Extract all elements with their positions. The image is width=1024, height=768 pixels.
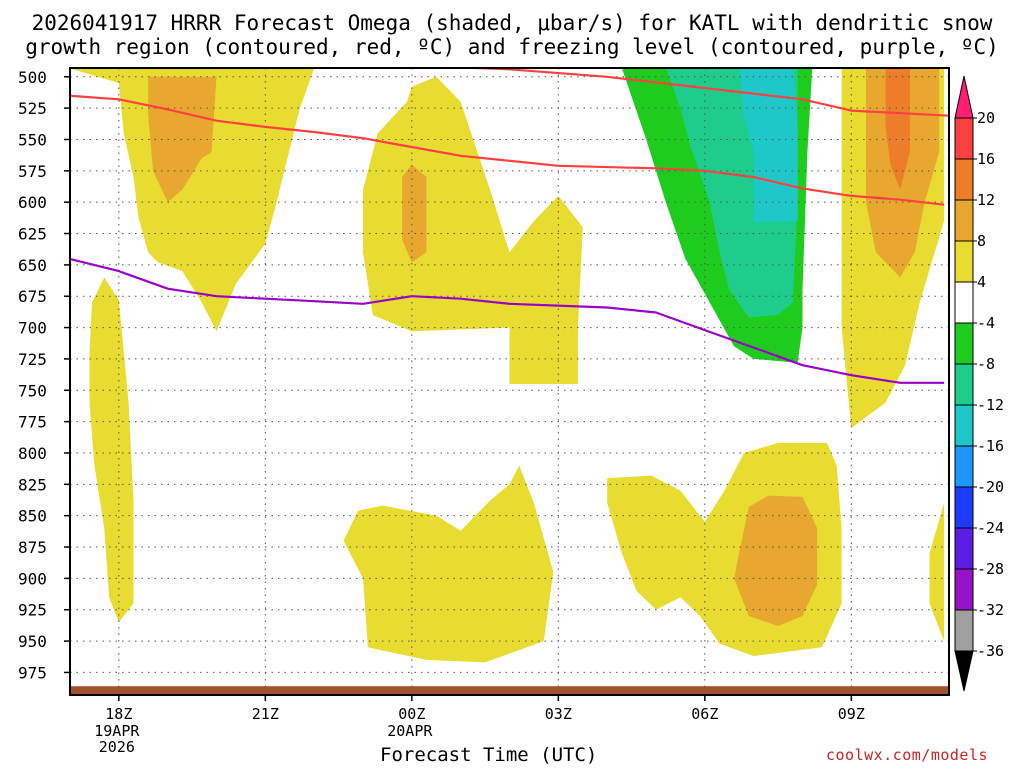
colorbar-label: 20 bbox=[977, 109, 995, 127]
y-tick-label: 675 bbox=[18, 287, 47, 306]
colorbar-label: 4 bbox=[977, 273, 986, 291]
colorbar-label: 16 bbox=[977, 150, 995, 168]
colorbar-bin bbox=[954, 486, 974, 529]
x-tick-label: 03Z bbox=[545, 705, 572, 723]
grid-lines bbox=[70, 68, 949, 695]
colorbar-bin bbox=[954, 240, 974, 283]
x-tick-label: 06Z bbox=[691, 705, 718, 723]
colorbar-label: -36 bbox=[977, 642, 1004, 660]
colorbar-label: 12 bbox=[977, 191, 995, 209]
y-tick-label: 750 bbox=[18, 381, 47, 400]
plot-frame bbox=[69, 67, 950, 696]
omega-yellow-d bbox=[343, 465, 554, 663]
y-tick-label: 900 bbox=[18, 569, 47, 588]
x-tick-label: 09Z bbox=[838, 705, 865, 723]
site-credit[interactable]: coolwx.com/models bbox=[826, 746, 989, 764]
omega-darkorange-a bbox=[885, 68, 910, 190]
omega-orange-b bbox=[402, 164, 427, 263]
y-tick-label: 600 bbox=[18, 193, 47, 212]
y-tick-label: 700 bbox=[18, 319, 47, 338]
colorbar-label: -20 bbox=[977, 478, 1004, 496]
y-axis: 500 525 550 575 600 625 650 675 700 725 750 775 800 8… bbox=[18, 68, 70, 682]
omega-yellow-a bbox=[70, 68, 315, 332]
colorbar-bin bbox=[954, 117, 974, 160]
omega-yellow-c bbox=[89, 277, 134, 623]
y-tick-label: 800 bbox=[18, 444, 47, 463]
colorbar-bin bbox=[954, 322, 974, 365]
colorbar-bin bbox=[954, 363, 974, 406]
colorbar-label: -28 bbox=[977, 560, 1004, 578]
y-tick-label: 975 bbox=[18, 663, 47, 682]
x-tick-label: 00Z bbox=[398, 705, 425, 723]
dgz-upper bbox=[447, 68, 949, 117]
y-tick-label: 550 bbox=[18, 130, 47, 149]
y-tick-label: 500 bbox=[18, 68, 47, 87]
colorbar-bin bbox=[954, 281, 974, 324]
colorbar-label: -4 bbox=[977, 314, 995, 332]
colorbar: 20 16 12 8 4 -4 -8 -12 -16 -20 -24 -28 -32 -36 bbox=[954, 75, 1004, 692]
contour-lines bbox=[70, 68, 949, 384]
omega-orange-c bbox=[734, 495, 818, 626]
colorbar-bottom-arrow bbox=[954, 650, 974, 692]
colorbar-bin bbox=[954, 527, 974, 570]
colorbar-label: -24 bbox=[977, 519, 1004, 537]
chart-title-line-1: 2026041917 HRRR Forecast Omega (shaded, … bbox=[31, 11, 993, 35]
omega-yellow-b bbox=[363, 76, 583, 385]
y-tick-label: 875 bbox=[18, 538, 47, 557]
ground-surface bbox=[70, 686, 949, 695]
y-tick-label: 525 bbox=[18, 99, 47, 118]
y-tick-label: 775 bbox=[18, 413, 47, 432]
x-tick-date: 19APR bbox=[94, 722, 140, 740]
colorbar-bin bbox=[954, 445, 974, 488]
x-axis-label: Forecast Time (UTC) bbox=[380, 744, 598, 766]
freezing-level-line bbox=[70, 257, 945, 384]
colorbar-label: 8 bbox=[977, 232, 986, 250]
y-tick-label: 825 bbox=[18, 475, 47, 494]
colorbar-label: -12 bbox=[977, 396, 1004, 414]
y-tick-label: 650 bbox=[18, 256, 47, 275]
y-tick-label: 725 bbox=[18, 350, 47, 369]
colorbar-top-arrow bbox=[954, 75, 974, 119]
colorbar-label: -8 bbox=[977, 355, 995, 373]
dgz-lower bbox=[70, 94, 945, 206]
colorbar-bin bbox=[954, 609, 974, 652]
y-tick-label: 575 bbox=[18, 162, 47, 181]
y-tick-label: 925 bbox=[18, 601, 47, 620]
colorbar-label: -16 bbox=[977, 437, 1004, 455]
colorbar-bin bbox=[954, 158, 974, 201]
omega-shading bbox=[70, 68, 945, 663]
colorbar-label: -32 bbox=[977, 601, 1004, 619]
y-tick-label: 950 bbox=[18, 632, 47, 651]
colorbar-bin bbox=[954, 404, 974, 447]
x-tick-label: 21Z bbox=[252, 705, 279, 723]
chart-title-line-2: growth region (contoured, red, ºC) and f… bbox=[25, 35, 999, 59]
colorbar-bin bbox=[954, 199, 974, 242]
y-tick-label: 850 bbox=[18, 507, 47, 526]
x-tick-date: 2026 bbox=[99, 738, 135, 756]
y-tick-label: 625 bbox=[18, 225, 47, 244]
colorbar-bin bbox=[954, 568, 974, 611]
omega-yellow-g bbox=[929, 503, 945, 642]
x-tick-label: 18Z bbox=[105, 705, 132, 723]
x-tick-date: 20APR bbox=[387, 722, 433, 740]
